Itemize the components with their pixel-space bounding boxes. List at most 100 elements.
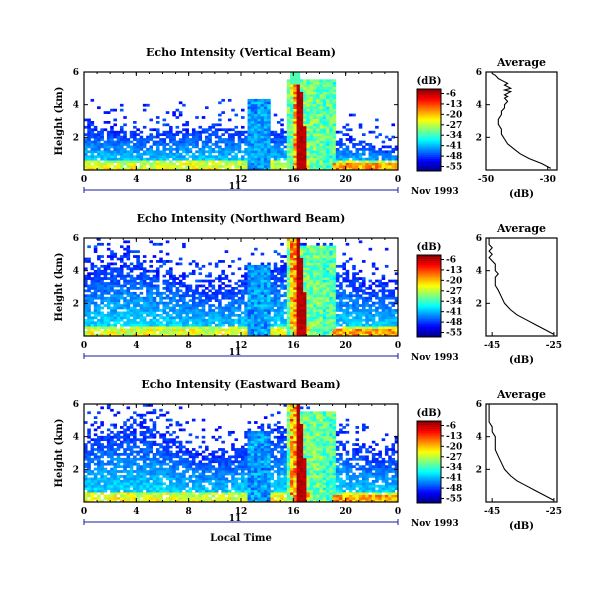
colorbar-swatch — [417, 109, 441, 112]
date-label: Nov 1993 — [411, 353, 459, 363]
colorbar-frame — [416, 88, 442, 172]
colorbar-unit: (dB) — [417, 242, 442, 253]
colorbar-swatch — [417, 285, 441, 289]
colorbar-swatch — [417, 326, 441, 330]
colorbar — [417, 421, 441, 504]
colorbar-swatch — [417, 271, 441, 274]
x-tick-label: 4 — [133, 341, 139, 351]
colorbar-swatch — [417, 138, 441, 141]
colorbar-swatch — [417, 468, 441, 471]
colorbar-tick-label: -41 — [446, 142, 462, 152]
average-y-tick-label: 4 — [476, 433, 482, 443]
colorbar-swatch — [417, 275, 441, 278]
colorbar-swatch — [417, 296, 441, 299]
colorbar-tick-label: -48 — [446, 318, 462, 328]
colorbar-swatch — [417, 263, 441, 266]
colorbar-swatch — [417, 443, 441, 446]
colorbar-swatch — [417, 449, 441, 453]
colorbar-swatch — [417, 121, 441, 125]
x-tick-label: 12 — [235, 507, 248, 517]
average-x-tick-label: -25 — [546, 507, 562, 517]
average-y-tick-label: 2 — [476, 299, 482, 309]
colorbar-swatch — [417, 310, 441, 313]
colorbar-swatch — [417, 462, 441, 465]
colorbar-swatch — [417, 306, 441, 309]
colorbar-swatch — [417, 474, 441, 477]
colorbar-swatch — [417, 431, 441, 434]
colorbar-swatch — [417, 425, 441, 428]
x-tick-label: 0 — [395, 341, 401, 351]
colorbar-swatch — [417, 482, 441, 485]
x-tick-label: 4 — [133, 507, 139, 517]
colorbar-tick-label: -13 — [446, 100, 462, 110]
colorbar-swatch — [417, 490, 441, 494]
y-tick-label: 6 — [73, 400, 79, 410]
panel-1: Echo Intensity (Vertical Beam) 0 4 8 12 16 20 0… — [54, 46, 558, 200]
colorbar-swatch — [417, 113, 441, 116]
x-tick-label: 8 — [186, 175, 192, 185]
colorbar-swatch — [417, 150, 441, 153]
x-tick-label: 20 — [339, 175, 352, 185]
average-x-tick-label: -50 — [478, 175, 494, 185]
colorbar-swatch — [417, 488, 441, 491]
colorbar-swatch — [417, 480, 441, 483]
colorbar-swatch — [417, 470, 441, 473]
colorbar-swatch — [417, 93, 441, 96]
colorbar-swatch — [417, 423, 441, 426]
colorbar-swatch — [417, 318, 441, 321]
colorbar-tick-label: -55 — [446, 163, 462, 173]
colorbar-swatch — [417, 453, 441, 457]
colorbar-swatch — [417, 132, 441, 135]
x-tick-label: 8 — [186, 341, 192, 351]
colorbar-swatch — [417, 101, 441, 104]
colorbar-swatch — [417, 103, 441, 106]
colorbar-swatch — [417, 437, 441, 440]
colorbar-swatch — [417, 435, 441, 438]
colorbar-swatch — [417, 302, 441, 305]
colorbar-swatch — [417, 91, 441, 94]
x-tick-label: 16 — [287, 341, 300, 351]
colorbar-swatch — [417, 308, 441, 311]
colorbar-tick-label: -13 — [446, 432, 462, 442]
average-frame — [485, 237, 558, 337]
average-y-tick-label: 4 — [476, 101, 482, 111]
colorbar-swatch — [417, 123, 441, 127]
colorbar-swatch — [417, 494, 441, 498]
colorbar-swatch — [417, 457, 441, 461]
colorbar-swatch — [417, 257, 441, 260]
colorbar-swatch — [417, 322, 441, 325]
day-label: 11 — [229, 182, 242, 192]
y-tick-label: 2 — [73, 465, 79, 475]
y-tick-label: 2 — [73, 299, 79, 309]
colorbar-frame — [416, 420, 442, 504]
colorbar-tick-label: -20 — [446, 276, 462, 286]
average-x-label: (dB) — [509, 355, 534, 366]
average-profile-line — [491, 72, 552, 169]
x-tick-label: 12 — [235, 175, 248, 185]
colorbar-tick-label: -20 — [446, 442, 462, 452]
colorbar-unit: (dB) — [417, 76, 442, 87]
colorbar-swatch — [417, 289, 441, 293]
average-x-tick-label: -45 — [484, 341, 500, 351]
colorbar-tick-label: -34 — [446, 131, 462, 141]
colorbar-tick-label: -34 — [446, 297, 462, 307]
colorbar-swatch — [417, 115, 441, 118]
colorbar-swatch — [417, 421, 441, 424]
y-tick-label: 4 — [73, 433, 79, 443]
panel-3: Echo Intensity (Eastward Beam) 0 4 8 12 16 20 0… — [54, 378, 562, 544]
colorbar-tick-label: -27 — [446, 121, 462, 131]
colorbar-swatch — [417, 500, 441, 504]
average-frame — [485, 71, 558, 171]
y-tick-label: 4 — [73, 101, 79, 111]
x-tick-label: 20 — [339, 341, 352, 351]
average-frame — [485, 403, 558, 503]
x-tick-label: 0 — [395, 507, 401, 517]
colorbar-swatch — [417, 283, 441, 287]
colorbar-swatch — [417, 160, 441, 164]
average-title: Average — [496, 388, 546, 401]
colorbar-frame — [416, 254, 442, 338]
colorbar-swatch — [417, 144, 441, 147]
colorbar-swatch — [417, 162, 441, 166]
colorbar-swatch — [417, 484, 441, 487]
colorbar-swatch — [417, 148, 441, 151]
